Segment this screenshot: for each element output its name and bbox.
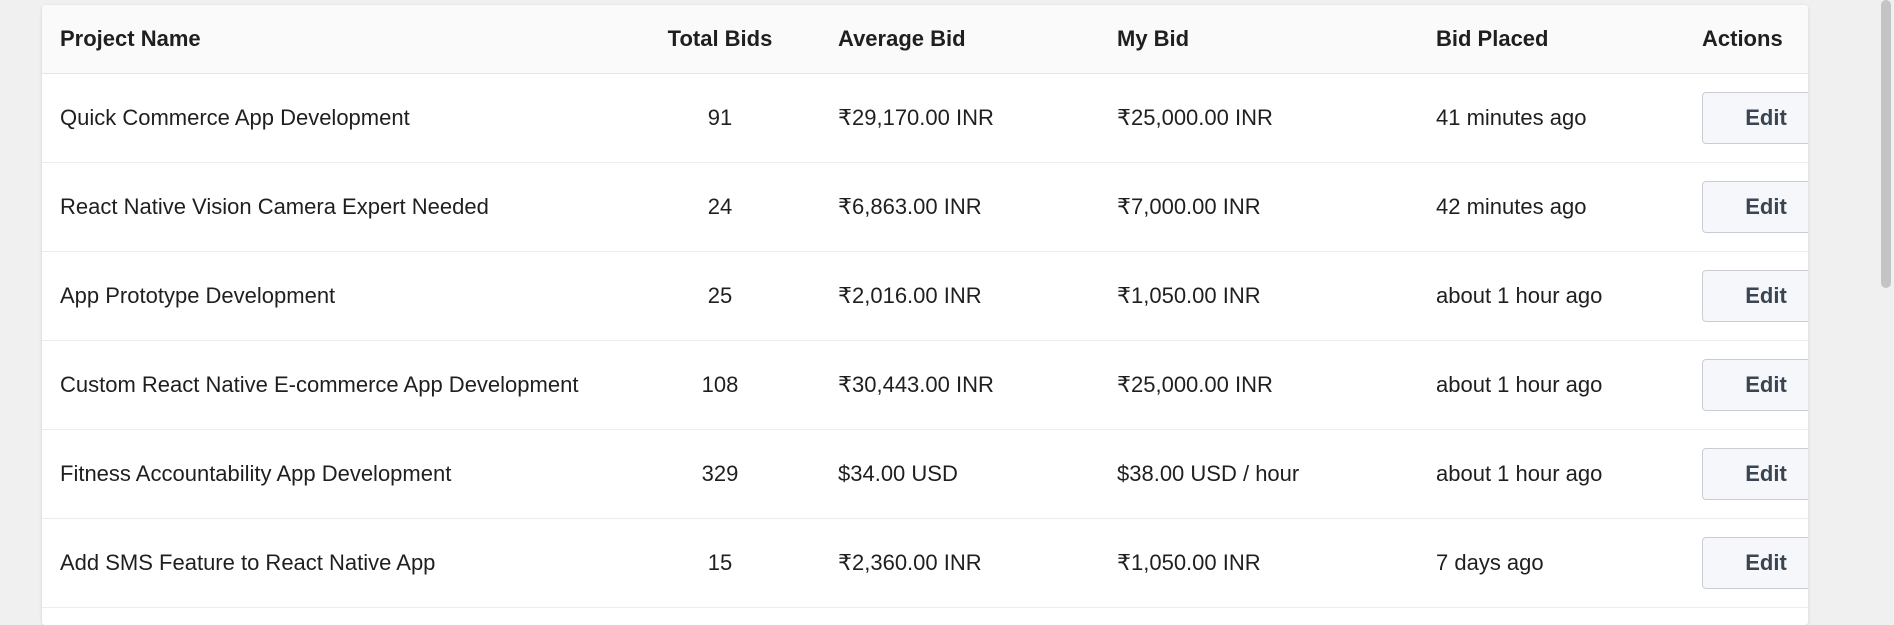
project-name-cell[interactable]: Fitness Accountability App Development bbox=[42, 429, 638, 519]
table-row: Custom React Native E-commerce App Devel… bbox=[42, 340, 1808, 430]
average-bid-cell: ₹2,360.00 INR bbox=[802, 518, 1081, 608]
actions-cell: Edit bbox=[1702, 251, 1808, 341]
edit-split-button: Edit bbox=[1702, 448, 1808, 500]
header-bid-placed[interactable]: Bid Placed bbox=[1400, 5, 1702, 74]
average-bid-cell: ₹29,170.00 INR bbox=[802, 73, 1081, 163]
edit-button[interactable]: Edit bbox=[1703, 538, 1808, 588]
project-name-cell[interactable]: Add SMS Feature to React Native App bbox=[42, 518, 638, 608]
my-bid-cell: ₹1,050.00 INR bbox=[1081, 251, 1400, 341]
edit-split-button: Edit bbox=[1702, 181, 1808, 233]
header-project-name[interactable]: Project Name bbox=[42, 5, 638, 74]
scrollbar-thumb[interactable] bbox=[1881, 0, 1891, 288]
table-row: React Native Vision Camera Expert Needed… bbox=[42, 162, 1808, 252]
header-total-bids[interactable]: Total Bids bbox=[638, 5, 802, 74]
average-bid-cell: $34.00 USD bbox=[802, 429, 1081, 519]
average-bid-cell: ₹2,016.00 INR bbox=[802, 251, 1081, 341]
header-average-bid[interactable]: Average Bid bbox=[802, 5, 1081, 74]
actions-cell: Edit bbox=[1702, 518, 1808, 608]
edit-button[interactable]: Edit bbox=[1703, 360, 1808, 410]
header-actions: Actions bbox=[1702, 5, 1808, 74]
project-name-cell[interactable]: Quick Commerce App Development bbox=[42, 73, 638, 163]
total-bids-cell: 25 bbox=[638, 251, 802, 341]
total-bids-cell: 91 bbox=[638, 73, 802, 163]
bid-placed-cell: 7 days ago bbox=[1400, 518, 1702, 608]
actions-cell: Edit bbox=[1702, 340, 1808, 430]
edit-button[interactable]: Edit bbox=[1703, 93, 1808, 143]
edit-split-button: Edit bbox=[1702, 92, 1808, 144]
bid-placed-cell: about 1 hour ago bbox=[1400, 340, 1702, 430]
edit-button[interactable]: Edit bbox=[1703, 449, 1808, 499]
table-row: App Prototype Development 25 ₹2,016.00 I… bbox=[42, 251, 1808, 341]
total-bids-cell: 329 bbox=[638, 429, 802, 519]
total-bids-cell: 24 bbox=[638, 162, 802, 252]
project-name-cell[interactable]: App Prototype Development bbox=[42, 251, 638, 341]
bid-placed-cell: about 1 hour ago bbox=[1400, 429, 1702, 519]
my-bid-cell: ₹25,000.00 INR bbox=[1081, 340, 1400, 430]
my-bid-cell: $38.00 USD / hour bbox=[1081, 429, 1400, 519]
total-bids-cell: 108 bbox=[638, 340, 802, 430]
average-bid-cell: ₹30,443.00 INR bbox=[802, 340, 1081, 430]
edit-button[interactable]: Edit bbox=[1703, 182, 1808, 232]
average-bid-cell: ₹6,863.00 INR bbox=[802, 162, 1081, 252]
bid-placed-cell: 41 minutes ago bbox=[1400, 73, 1702, 163]
total-bids-cell: 15 bbox=[638, 518, 802, 608]
my-bid-cell: ₹1,050.00 INR bbox=[1081, 518, 1400, 608]
my-bid-cell: ₹25,000.00 INR bbox=[1081, 73, 1400, 163]
table-row: Quick Commerce App Development 91 ₹29,17… bbox=[42, 73, 1808, 163]
bids-table: Project Name Total Bids Average Bid My B… bbox=[42, 5, 1808, 608]
project-name-cell[interactable]: Custom React Native E-commerce App Devel… bbox=[42, 340, 638, 430]
edit-split-button: Edit bbox=[1702, 537, 1808, 589]
project-name-cell[interactable]: React Native Vision Camera Expert Needed bbox=[42, 162, 638, 252]
my-bid-cell: ₹7,000.00 INR bbox=[1081, 162, 1400, 252]
actions-cell: Edit bbox=[1702, 429, 1808, 519]
table-row: Fitness Accountability App Development 3… bbox=[42, 429, 1808, 519]
actions-cell: Edit bbox=[1702, 73, 1808, 163]
table-row: Add SMS Feature to React Native App 15 ₹… bbox=[42, 518, 1808, 608]
edit-button[interactable]: Edit bbox=[1703, 271, 1808, 321]
bids-table-card: Project Name Total Bids Average Bid My B… bbox=[42, 5, 1808, 625]
table-header-row: Project Name Total Bids Average Bid My B… bbox=[42, 5, 1808, 74]
bid-placed-cell: 42 minutes ago bbox=[1400, 162, 1702, 252]
vertical-scrollbar[interactable] bbox=[1878, 0, 1894, 609]
edit-split-button: Edit bbox=[1702, 270, 1808, 322]
bid-placed-cell: about 1 hour ago bbox=[1400, 251, 1702, 341]
edit-split-button: Edit bbox=[1702, 359, 1808, 411]
actions-cell: Edit bbox=[1702, 162, 1808, 252]
header-my-bid[interactable]: My Bid bbox=[1081, 5, 1400, 74]
